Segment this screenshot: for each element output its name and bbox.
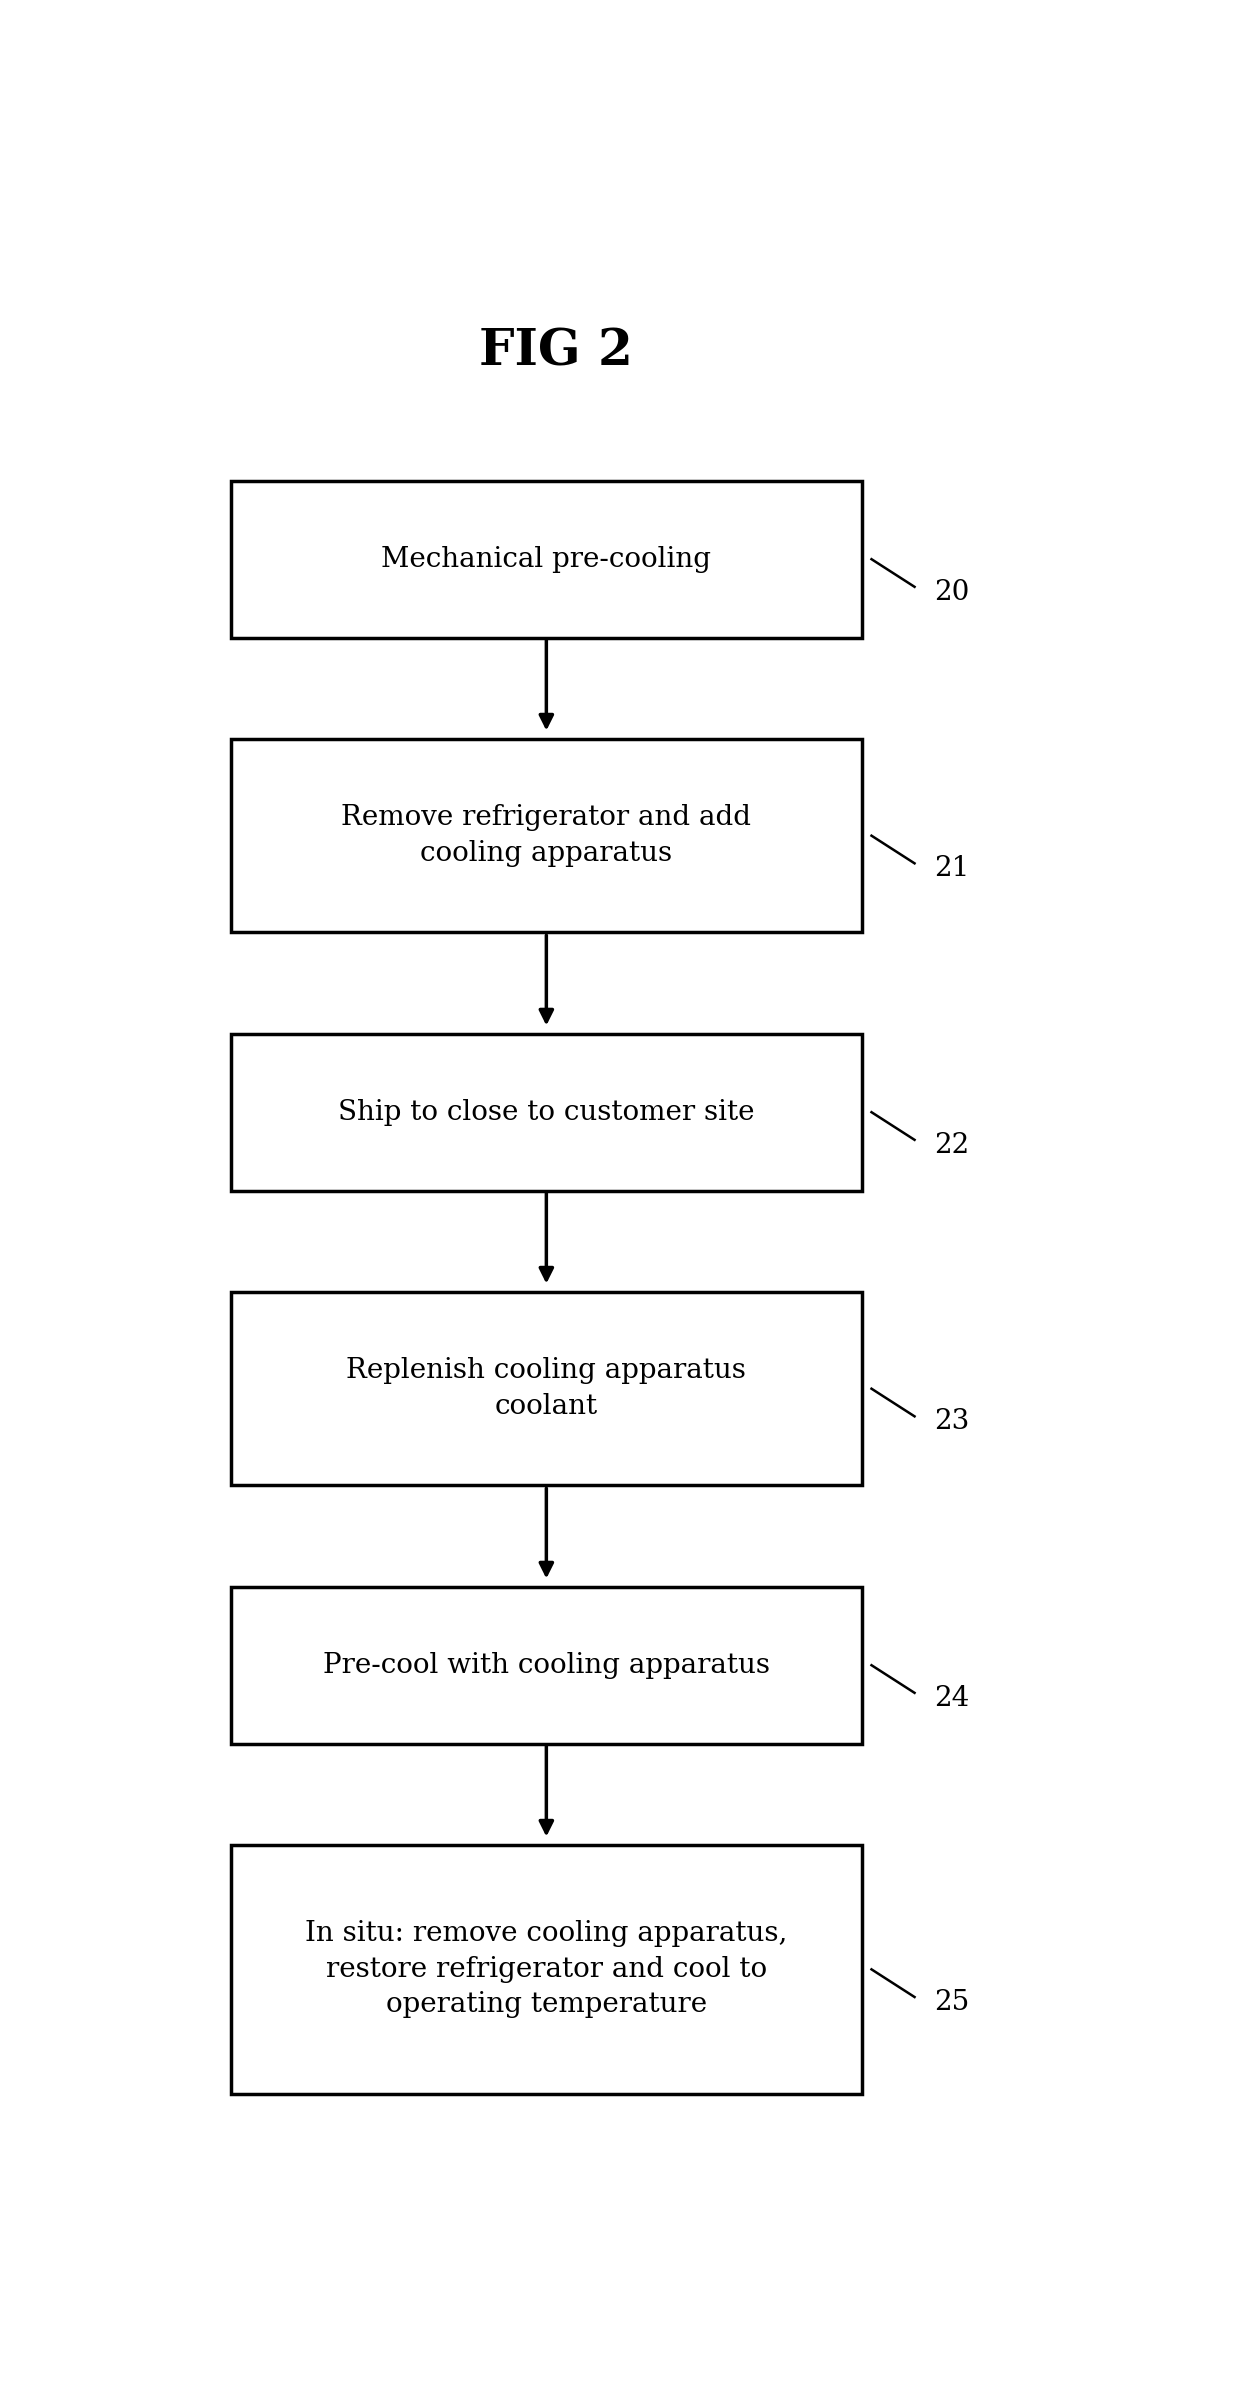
Text: Remove refrigerator and add
cooling apparatus: Remove refrigerator and add cooling appa… bbox=[342, 804, 752, 867]
Bar bbox=[231, 1846, 863, 2095]
Text: FIG 2: FIG 2 bbox=[479, 328, 633, 376]
Text: 24: 24 bbox=[934, 1685, 969, 1712]
Text: Replenish cooling apparatus
coolant: Replenish cooling apparatus coolant bbox=[347, 1357, 747, 1420]
Text: 22: 22 bbox=[934, 1132, 969, 1159]
Text: Ship to close to customer site: Ship to close to customer site bbox=[338, 1099, 755, 1125]
Text: Mechanical pre-cooling: Mechanical pre-cooling bbox=[381, 546, 711, 572]
Text: Pre-cool with cooling apparatus: Pre-cool with cooling apparatus bbox=[323, 1652, 770, 1678]
Bar bbox=[231, 740, 863, 934]
Text: 21: 21 bbox=[934, 855, 969, 883]
Text: 25: 25 bbox=[934, 1989, 969, 2016]
Text: In situ: remove cooling apparatus,
restore refrigerator and cool to
operating te: In situ: remove cooling apparatus, resto… bbox=[305, 1920, 787, 2018]
Text: 23: 23 bbox=[934, 1408, 969, 1436]
Text: 20: 20 bbox=[934, 579, 969, 606]
Bar bbox=[231, 1587, 863, 1743]
Bar bbox=[231, 1034, 863, 1190]
Bar bbox=[231, 1293, 863, 1484]
Bar bbox=[231, 481, 863, 637]
